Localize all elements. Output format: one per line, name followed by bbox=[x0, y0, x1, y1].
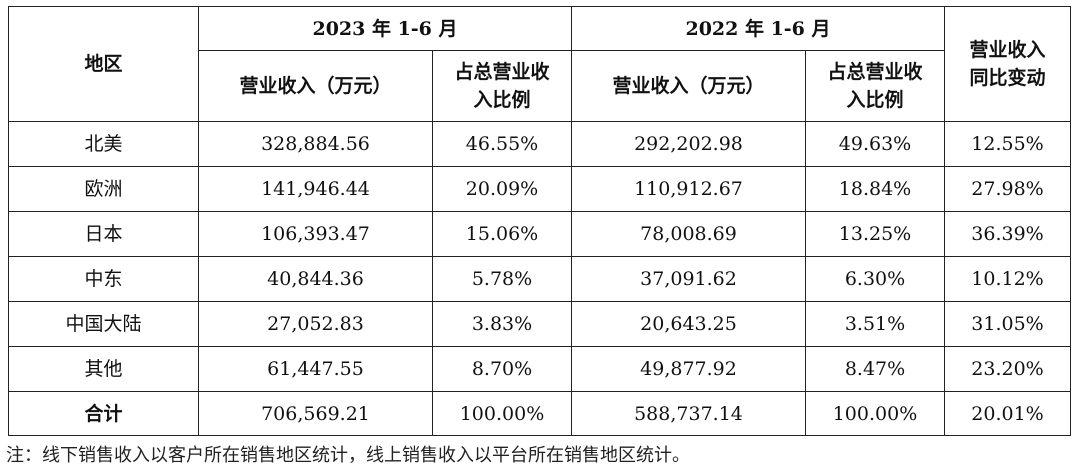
total-yoy-change: 20.01% bbox=[944, 391, 1071, 436]
share-2023-cell: 20.09% bbox=[432, 166, 572, 212]
total-row: 合计 706,569.21 100.00% 588,737.14 100.00%… bbox=[8, 391, 1071, 436]
share-2022-label-line2: 入比例 bbox=[846, 89, 904, 111]
region-cell: 其他 bbox=[8, 346, 199, 392]
yoy-label-line2: 同比变动 bbox=[969, 67, 1046, 89]
share-2022-cell: 6.30% bbox=[805, 256, 945, 302]
footnote: 注：线下销售收入以客户所在销售地区统计，线上销售收入以平台所在销售地区统计。 bbox=[6, 445, 690, 466]
period-2023-header: 2023 年 1-6 月 bbox=[198, 6, 572, 51]
share-2023-cell: 5.78% bbox=[432, 256, 572, 302]
total-revenue-2022: 588,737.14 bbox=[571, 391, 806, 436]
revenue-2022-cell: 292,202.98 bbox=[571, 121, 806, 167]
share-2022-cell: 18.84% bbox=[805, 166, 945, 212]
yoy-change-cell: 10.12% bbox=[944, 256, 1071, 302]
yoy-change-cell: 36.39% bbox=[944, 211, 1071, 257]
revenue-2022-cell: 37,091.62 bbox=[571, 256, 806, 302]
revenue-2022-cell: 20,643.25 bbox=[571, 301, 806, 347]
share-2023-cell: 15.06% bbox=[432, 211, 572, 257]
region-cell: 北美 bbox=[8, 121, 199, 167]
share-2023-label-line2: 入比例 bbox=[473, 89, 531, 111]
table-row: 中东 40,844.36 5.78% 37,091.62 6.30% 10.12… bbox=[8, 256, 1071, 302]
header-row-2: 营业收入（万元） 占总营业收入比例 营业收入（万元） 占总营业收入比例 bbox=[9, 50, 1071, 122]
revenue-2022-header: 营业收入（万元） bbox=[571, 50, 806, 122]
header-row-1: 地区 2023 年 1-6 月 2022 年 1-6 月 营业收入同比变动 bbox=[8, 6, 1071, 122]
region-cell: 日本 bbox=[8, 211, 199, 257]
total-share-2023: 100.00% bbox=[432, 391, 572, 436]
regional-revenue-table: 地区 2023 年 1-6 月 2022 年 1-6 月 营业收入同比变动 营业… bbox=[8, 6, 1071, 436]
period-2022-header: 2022 年 1-6 月 bbox=[571, 6, 945, 51]
share-2023-cell: 46.55% bbox=[432, 121, 572, 167]
region-cell: 欧洲 bbox=[8, 166, 199, 212]
revenue-2023-cell: 27,052.83 bbox=[198, 301, 433, 347]
region-header: 地区 bbox=[8, 6, 199, 122]
revenue-2022-cell: 49,877.92 bbox=[571, 346, 806, 392]
total-share-2022: 100.00% bbox=[805, 391, 945, 436]
yoy-change-cell: 31.05% bbox=[944, 301, 1071, 347]
revenue-2023-cell: 106,393.47 bbox=[198, 211, 433, 257]
share-2023-label-line1: 占总营业收 bbox=[454, 61, 550, 83]
yoy-change-cell: 27.98% bbox=[944, 166, 1071, 212]
revenue-2023-header: 营业收入（万元） bbox=[198, 50, 433, 122]
table-row: 北美 328,884.56 46.55% 292,202.98 49.63% 1… bbox=[8, 121, 1071, 167]
share-2022-cell: 49.63% bbox=[805, 121, 945, 167]
table-row: 欧洲 141,946.44 20.09% 110,912.67 18.84% 2… bbox=[8, 166, 1071, 212]
yoy-label-line1: 营业收入 bbox=[969, 39, 1046, 61]
yoy-change-cell: 23.20% bbox=[944, 346, 1071, 392]
table-row: 中国大陆 27,052.83 3.83% 20,643.25 3.51% 31.… bbox=[8, 301, 1071, 347]
total-revenue-2023: 706,569.21 bbox=[198, 391, 433, 436]
share-2023-header: 占总营业收 入比例 bbox=[432, 50, 572, 122]
revenue-2022-cell: 110,912.67 bbox=[571, 166, 806, 212]
revenue-2022-cell: 78,008.69 bbox=[571, 211, 806, 257]
share-2022-header: 占总营业收 入比例 bbox=[805, 50, 945, 122]
share-2022-cell: 8.47% bbox=[805, 346, 945, 392]
share-2022-cell: 3.51% bbox=[805, 301, 945, 347]
yoy-change-cell: 12.55% bbox=[944, 121, 1071, 167]
total-label: 合计 bbox=[8, 391, 199, 436]
region-cell: 中东 bbox=[8, 256, 199, 302]
share-2023-cell: 3.83% bbox=[432, 301, 572, 347]
share-2022-cell: 13.25% bbox=[805, 211, 945, 257]
revenue-2023-cell: 40,844.36 bbox=[198, 256, 433, 302]
table-row: 其他 61,447.55 8.70% 49,877.92 8.47% 23.20… bbox=[8, 346, 1071, 392]
region-cell: 中国大陆 bbox=[8, 301, 199, 347]
revenue-2023-cell: 328,884.56 bbox=[198, 121, 433, 167]
share-2023-cell: 8.70% bbox=[432, 346, 572, 392]
revenue-2023-cell: 141,946.44 bbox=[198, 166, 433, 212]
table-row: 日本 106,393.47 15.06% 78,008.69 13.25% 36… bbox=[8, 211, 1071, 257]
revenue-2023-cell: 61,447.55 bbox=[198, 346, 433, 392]
yoy-change-header: 营业收入 同比变动 bbox=[944, 6, 1071, 122]
share-2022-label-line1: 占总营业收 bbox=[827, 61, 923, 83]
